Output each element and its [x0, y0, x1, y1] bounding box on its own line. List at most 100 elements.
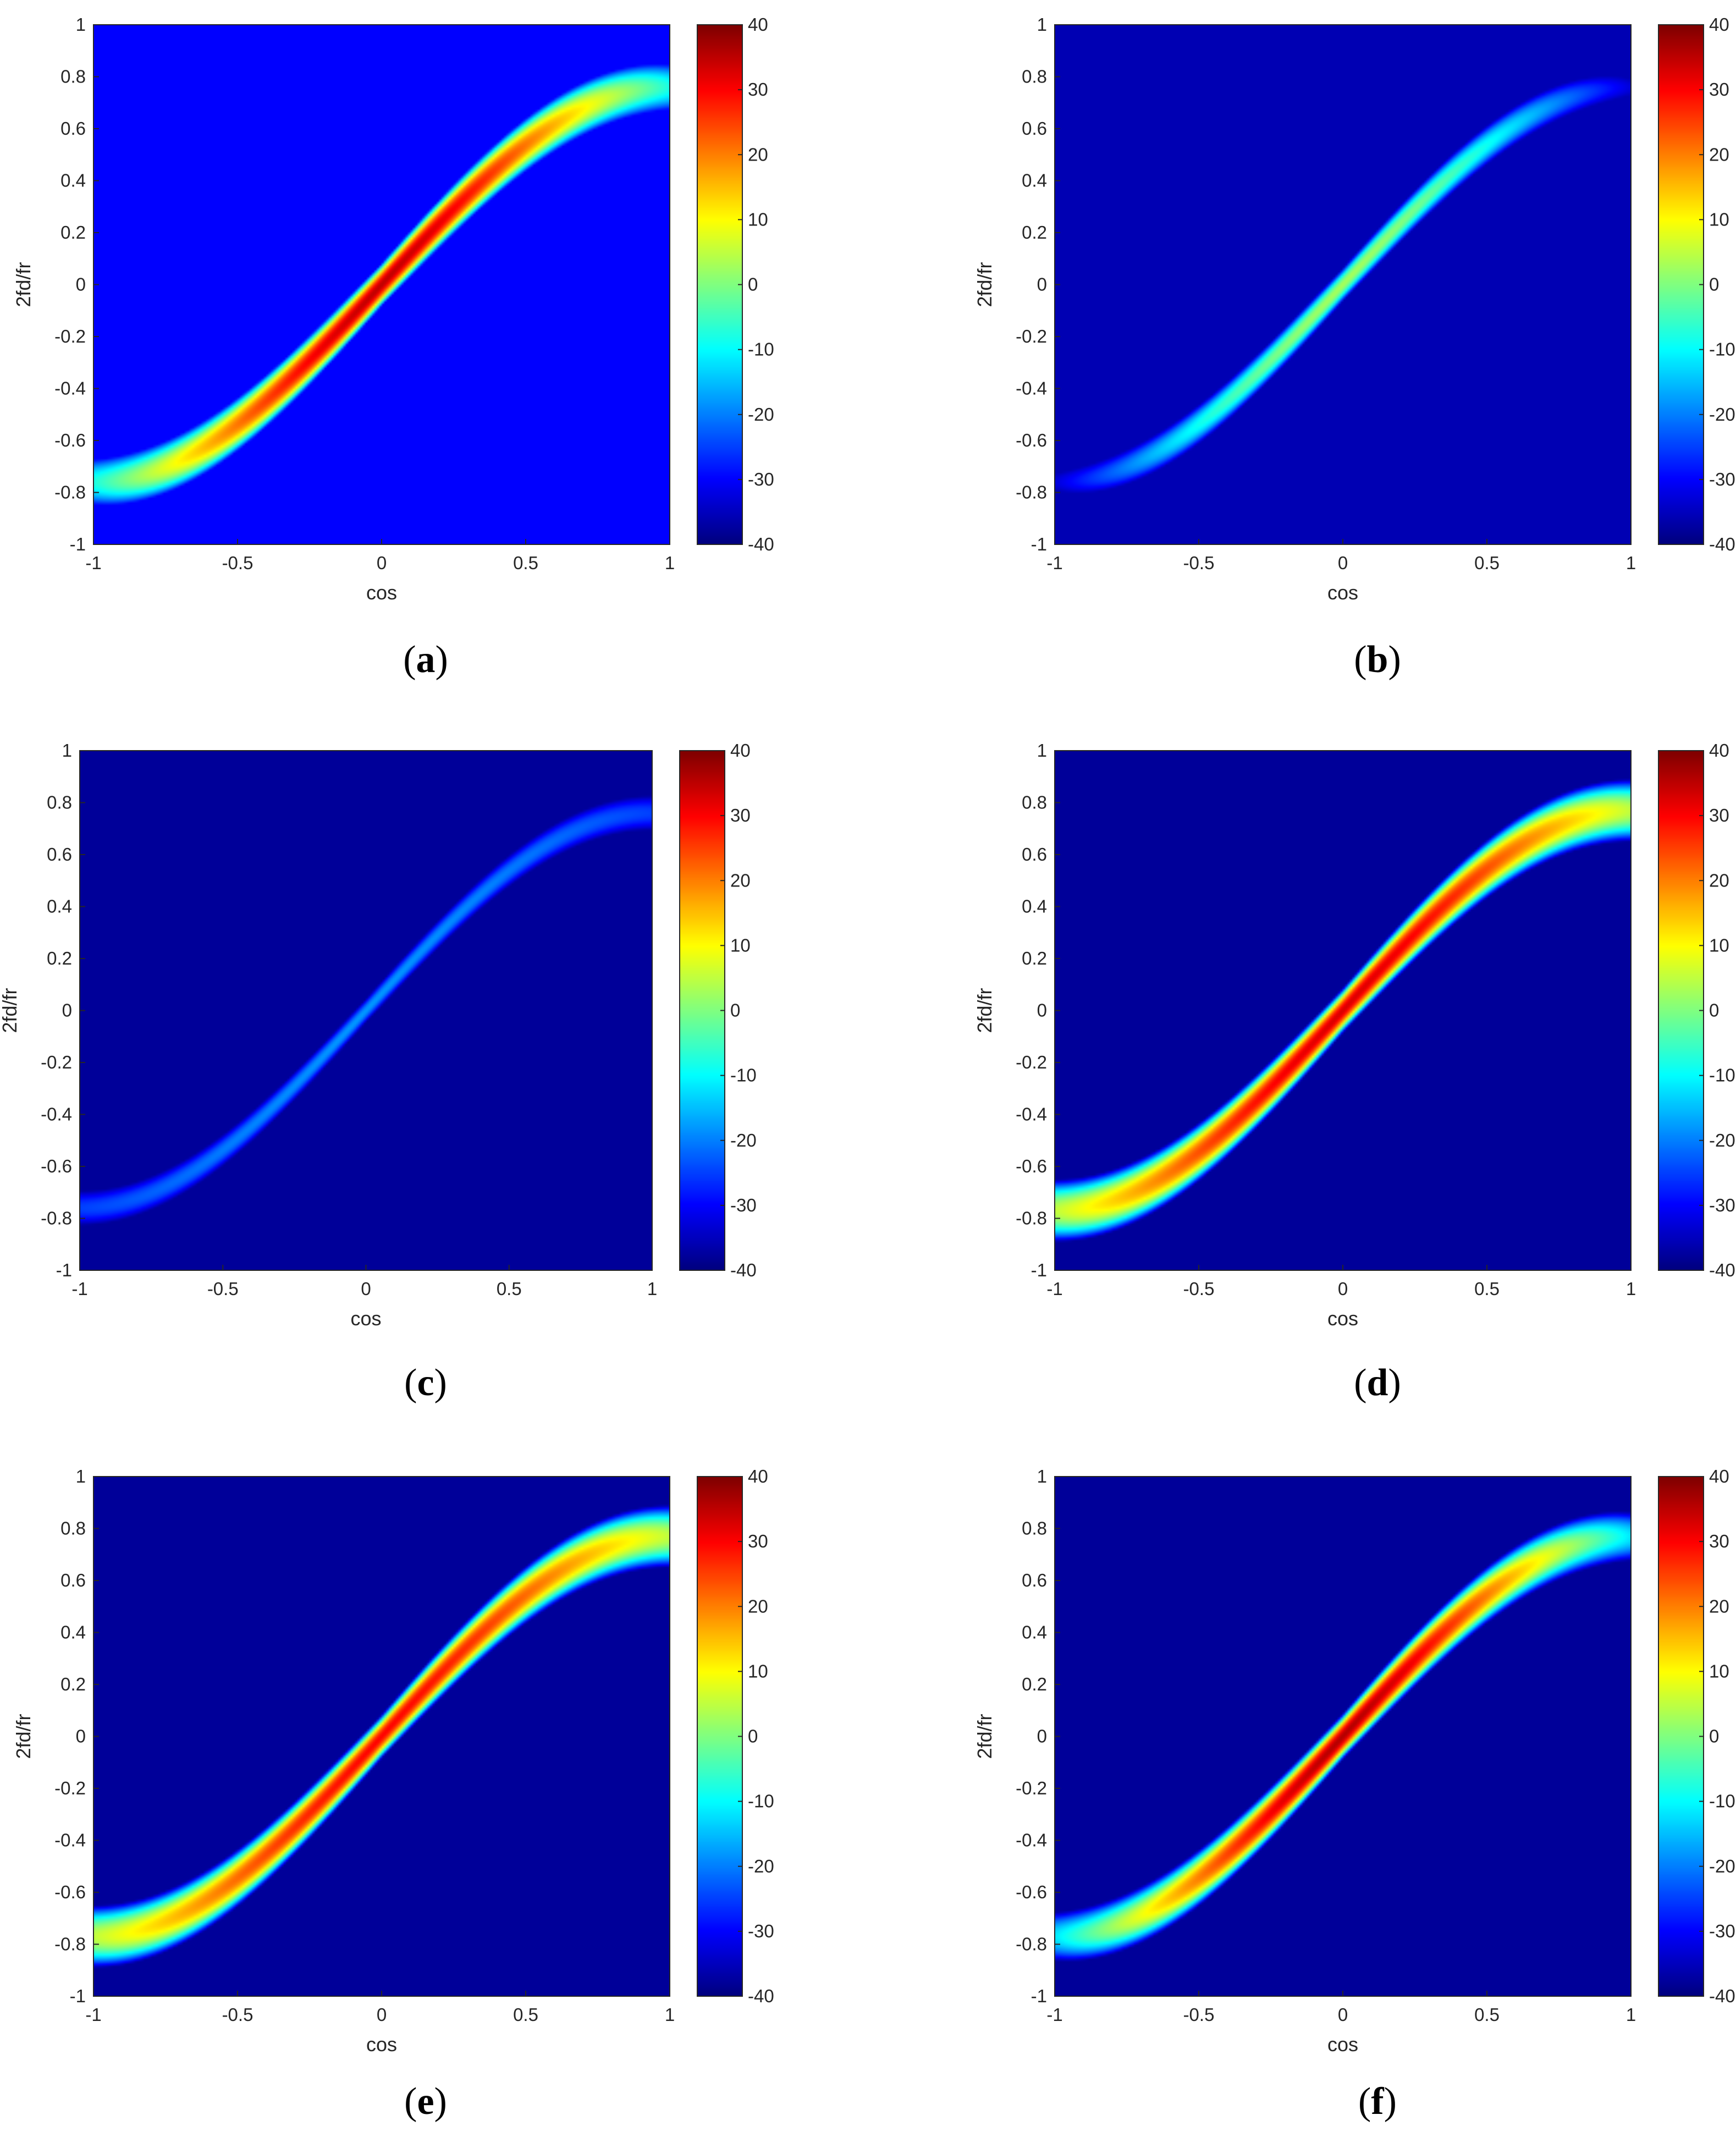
x-tick-label: -0.5	[222, 553, 253, 573]
x-tick-label: -0.5	[222, 2004, 253, 2025]
panel-b: -1 -0.5 0 0.5 1 -1 -0.8 -0.6 -0.4 -0.2 0 0.2 0.4 0.6 0…	[973, 14, 1735, 604]
y-tick-label: 0.6	[1022, 118, 1047, 139]
y-tick-label: -0.8	[54, 482, 86, 503]
colorbar	[1658, 751, 1704, 1270]
x-axis-label: cos	[366, 581, 397, 604]
y-tick-label: -1	[70, 1986, 86, 2006]
colorbar-tick-label: 10	[1709, 935, 1729, 955]
y-tick-label: -0.2	[54, 326, 86, 346]
x-axis-label: cos	[366, 2033, 397, 2056]
y-axis-label: 2fd/fr	[12, 262, 35, 307]
y-tick-label: -0.4	[54, 1830, 86, 1850]
colorbar-tick-label: 30	[730, 805, 751, 825]
colorbar-tick-label: 20	[748, 1596, 768, 1616]
x-axis-label: cos	[1327, 1307, 1358, 1330]
panel-c-caption: (c)	[404, 1362, 447, 1404]
x-tick-label: 0	[377, 553, 387, 573]
colorbar-tick-label: 40	[1709, 14, 1729, 35]
y-axis-label: 2fd/fr	[973, 262, 996, 307]
y-tick-label: -0.6	[41, 1156, 72, 1176]
y-tick-label: -0.6	[1016, 430, 1047, 450]
colorbar-tick-label: 40	[1709, 1466, 1729, 1486]
heatmap-image	[93, 25, 670, 544]
colorbar-tick-label: 30	[748, 79, 768, 100]
heatmap-image	[80, 751, 652, 1270]
x-tick-label: 1	[665, 2004, 675, 2025]
panel-e: -1 -0.5 0 0.5 1 -1 -0.8 -0.6 -0.4 -0.2 0 0.2 0.4 0.6 0…	[12, 1466, 774, 2056]
y-tick-label: -1	[70, 534, 86, 554]
colorbar-tick-label: -20	[1709, 1130, 1735, 1150]
y-tick-label: 0	[76, 1726, 86, 1747]
y-tick-label: 0.4	[1022, 1622, 1047, 1643]
panel-d-caption: (d)	[1354, 1362, 1401, 1404]
y-tick-label: 1	[1037, 740, 1047, 761]
x-axis-label: cos	[1327, 2033, 1358, 2056]
y-tick-label: -0.6	[54, 430, 86, 450]
colorbar-tick-label: 30	[1709, 79, 1729, 100]
colorbar-tick-label: -20	[1709, 404, 1735, 425]
y-tick-label: -0.4	[1016, 1830, 1047, 1850]
y-tick-label: 0.8	[60, 1518, 86, 1539]
y-tick-label: 0.2	[1022, 222, 1047, 243]
colorbar-tick-label: -40	[748, 534, 774, 554]
y-tick-label: -0.8	[1016, 482, 1047, 503]
colorbar-tick-label: 20	[730, 870, 751, 890]
colorbar-tick-label: -20	[748, 404, 774, 425]
colorbar-tick-label: -30	[1709, 469, 1735, 489]
x-tick-label: -0.5	[207, 1279, 239, 1299]
x-tick-label: -1	[85, 553, 101, 573]
colorbar-tick-label: 40	[748, 1466, 768, 1486]
colorbar-tick-label: 20	[1709, 870, 1729, 890]
colorbar-tick-label: -10	[1709, 1065, 1735, 1086]
colorbar-tick-label: -40	[1709, 1986, 1735, 2006]
y-tick-label: -0.4	[1016, 378, 1047, 399]
y-tick-label: 0.6	[47, 844, 72, 864]
y-tick-label: 1	[76, 1466, 86, 1486]
colorbar	[697, 25, 742, 544]
y-tick-label: 0.4	[1022, 896, 1047, 917]
y-tick-label: 0.4	[60, 1622, 86, 1643]
y-tick-label: 0.8	[60, 67, 86, 87]
x-tick-label: 0	[1338, 2004, 1348, 2025]
colorbar-tick-label: -30	[748, 469, 774, 489]
colorbar-tick-label: -30	[730, 1195, 757, 1215]
x-tick-label: 0.5	[497, 1279, 522, 1299]
y-tick-label: 0	[1037, 1000, 1047, 1021]
y-tick-label: 0	[1037, 1726, 1047, 1747]
x-tick-label: -1	[85, 2004, 101, 2025]
y-tick-label: 0.2	[60, 222, 86, 243]
x-tick-label: 0	[361, 1279, 371, 1299]
y-tick-label: -0.8	[1016, 1934, 1047, 1954]
x-tick-label: 0	[1338, 1279, 1348, 1299]
y-tick-label: -0.2	[41, 1052, 72, 1072]
y-tick-label: -0.4	[1016, 1104, 1047, 1125]
colorbar-tick-label: -40	[730, 1260, 757, 1280]
x-tick-label: 1	[647, 1279, 657, 1299]
x-tick-label: 1	[1626, 553, 1636, 573]
y-tick-label: -0.2	[1016, 1052, 1047, 1072]
colorbar-tick-label: 0	[730, 1000, 740, 1021]
colorbar-tick-label: 40	[1709, 740, 1729, 761]
y-tick-label: 0.2	[60, 1674, 86, 1694]
colorbar-tick-label: 0	[748, 274, 758, 295]
x-tick-label: 0.5	[1474, 553, 1500, 573]
colorbar-tick-label: 0	[1709, 274, 1719, 295]
colorbar-tick-label: 10	[748, 1661, 768, 1681]
colorbar-tick-label: -30	[1709, 1921, 1735, 1941]
colorbar-tick-label: 10	[748, 209, 768, 229]
x-tick-label: 1	[665, 553, 675, 573]
x-tick-label: 0.5	[1474, 2004, 1500, 2025]
y-tick-label: -1	[1031, 1260, 1047, 1280]
colorbar-tick-label: -20	[730, 1130, 757, 1150]
y-tick-label: 0.4	[1022, 170, 1047, 191]
heatmap-image	[1055, 1477, 1631, 1996]
x-tick-label: 0	[377, 2004, 387, 2025]
x-tick-label: 1	[1626, 1279, 1636, 1299]
colorbar-tick-label: -10	[748, 1791, 774, 1811]
panel-e-caption: (e)	[404, 2080, 447, 2123]
x-tick-label: -1	[1046, 1279, 1062, 1299]
x-tick-label: 1	[1626, 2004, 1636, 2025]
panel-d: -1 -0.5 0 0.5 1 -1 -0.8 -0.6 -0.4 -0.2 0 0.2 0.4 0.6 0…	[973, 740, 1735, 1330]
heatmap-image	[93, 1477, 670, 1996]
